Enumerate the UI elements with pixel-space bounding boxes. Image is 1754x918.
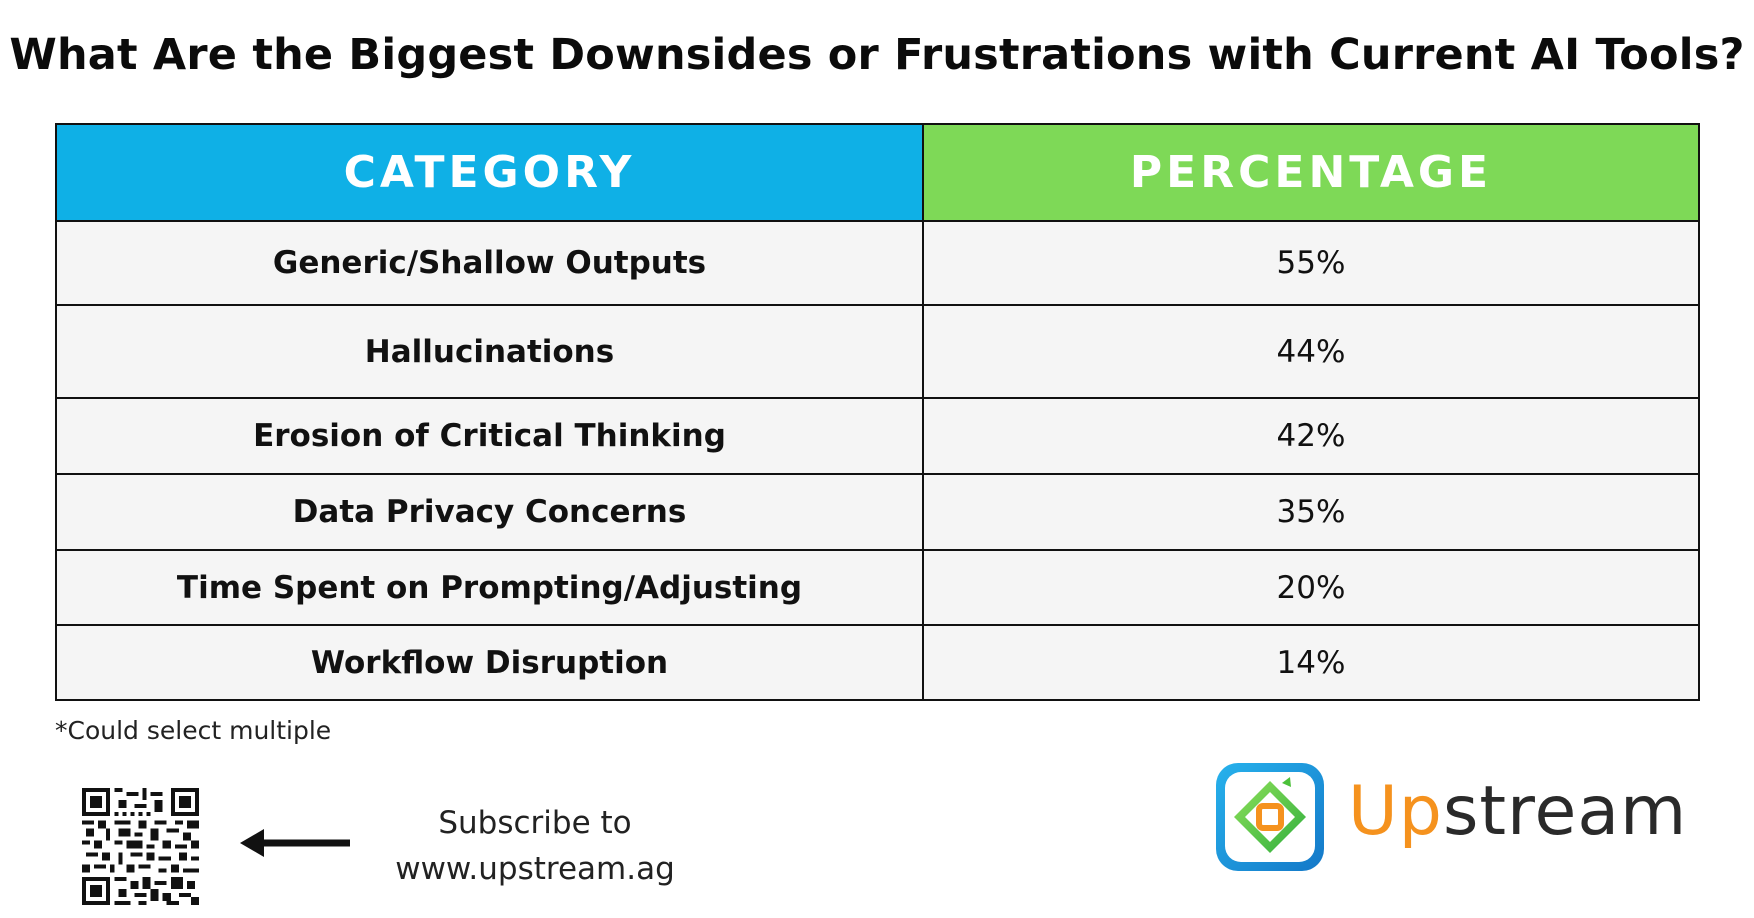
percentage-cell: 20% xyxy=(922,549,1700,626)
qr-code-icon[interactable] xyxy=(82,788,199,905)
chart-title: What Are the Biggest Downsides or Frustr… xyxy=(9,30,1745,80)
category-cell: Data Privacy Concerns xyxy=(55,473,924,551)
upstream-logo-icon[interactable] xyxy=(1212,759,1328,875)
arrow-left-icon xyxy=(240,829,350,857)
category-cell: Generic/Shallow Outputs xyxy=(55,220,924,306)
brand-part-up: Up xyxy=(1348,772,1443,851)
brand-wordmark: Upstream xyxy=(1348,772,1687,851)
category-cell: Hallucinations xyxy=(55,304,924,399)
table-row: Time Spent on Prompting/Adjusting 20% xyxy=(55,549,1700,626)
data-table: CATEGORY PERCENTAGE Generic/Shallow Outp… xyxy=(55,123,1700,701)
table-row: Workflow Disruption 14% xyxy=(55,624,1700,701)
table-row: Erosion of Critical Thinking 42% xyxy=(55,397,1700,475)
column-header-category: CATEGORY xyxy=(55,123,924,222)
subscribe-text: Subscribe to www.upstream.ag xyxy=(385,800,685,892)
column-header-percentage: PERCENTAGE xyxy=(922,123,1700,222)
table-header-row: CATEGORY PERCENTAGE xyxy=(55,123,1700,222)
percentage-cell: 44% xyxy=(922,304,1700,399)
brand-part-stream: stream xyxy=(1442,772,1688,851)
percentage-cell: 35% xyxy=(922,473,1700,551)
category-cell: Workflow Disruption xyxy=(55,624,924,701)
percentage-cell: 55% xyxy=(922,220,1700,306)
subscribe-line-1: Subscribe to xyxy=(438,805,632,841)
table-row: Hallucinations 44% xyxy=(55,304,1700,399)
footnote: *Could select multiple xyxy=(55,716,332,745)
category-cell: Time Spent on Prompting/Adjusting xyxy=(55,549,924,626)
percentage-cell: 42% xyxy=(922,397,1700,475)
table-row: Generic/Shallow Outputs 55% xyxy=(55,220,1700,306)
category-cell: Erosion of Critical Thinking xyxy=(55,397,924,475)
subscribe-link[interactable]: www.upstream.ag xyxy=(395,851,675,887)
percentage-cell: 14% xyxy=(922,624,1700,701)
table-row: Data Privacy Concerns 35% xyxy=(55,473,1700,551)
